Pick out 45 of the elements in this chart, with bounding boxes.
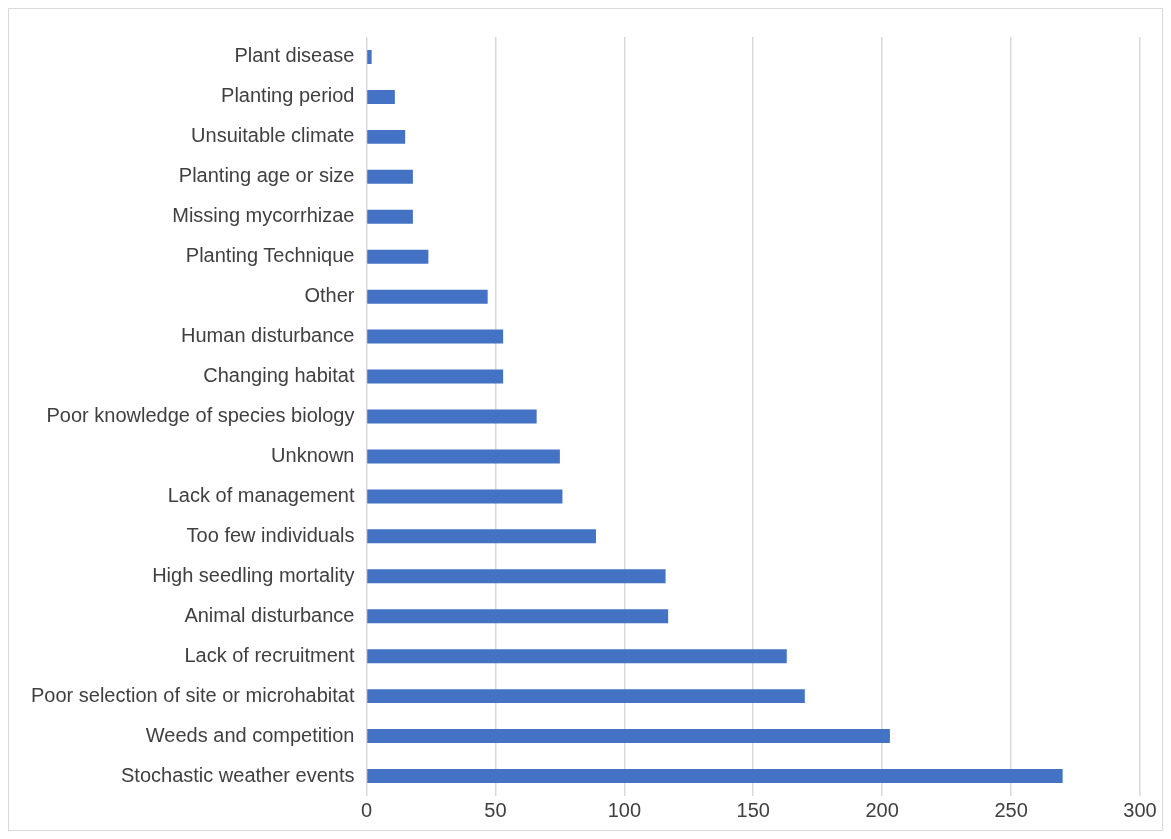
bar — [367, 249, 429, 264]
bar — [367, 529, 596, 544]
y-tick-label: Weeds and competition — [145, 723, 355, 746]
bar — [367, 689, 805, 704]
y-tick-label: Planting age or size — [178, 164, 355, 187]
bar — [367, 729, 890, 744]
x-tick-label: 150 — [736, 798, 770, 821]
y-tick-label: Poor selection of site or microhabitat — [30, 683, 355, 706]
y-tick-label: Changing habitat — [203, 364, 355, 387]
y-tick-label: Other — [304, 284, 355, 307]
y-tick-label: Planting Technique — [185, 244, 355, 267]
x-tick-label: 50 — [484, 798, 507, 821]
y-tick-label: Plant disease — [234, 44, 355, 67]
bar — [367, 489, 563, 504]
bar — [367, 649, 787, 664]
y-tick-label: High seedling mortality — [152, 563, 355, 586]
y-tick-label: Unknown — [271, 443, 355, 466]
y-tick-label: Stochastic weather events — [121, 763, 355, 786]
y-tick-label: Poor knowledge of species biology — [46, 404, 355, 427]
y-tick-label: Lack of management — [167, 483, 355, 506]
bar — [367, 409, 537, 424]
x-tick-label: 250 — [994, 798, 1028, 821]
y-tick-label: Missing mycorrhizae — [172, 204, 355, 227]
y-tick-label: Human disturbance — [181, 324, 355, 347]
y-tick-label: Unsuitable climate — [191, 124, 355, 147]
bar — [367, 449, 560, 464]
bar — [367, 209, 413, 224]
bar — [367, 169, 413, 184]
y-tick-label: Animal disturbance — [184, 603, 355, 626]
y-tick-label: Planting period — [221, 84, 355, 107]
bar — [367, 89, 395, 104]
bar — [367, 369, 504, 384]
bar — [367, 569, 666, 584]
x-tick-label: 300 — [1123, 798, 1157, 821]
bar — [367, 609, 669, 624]
y-tick-label: Lack of recruitment — [184, 643, 355, 666]
x-tick-label: 0 — [360, 798, 373, 821]
y-tick-label: Too few individuals — [186, 523, 355, 546]
bar — [367, 329, 504, 344]
x-tick-label: 200 — [865, 798, 899, 821]
bar — [367, 769, 1063, 784]
x-tick-label: 100 — [607, 798, 642, 821]
bar — [367, 129, 406, 144]
bar — [367, 49, 372, 64]
bar — [367, 289, 488, 304]
